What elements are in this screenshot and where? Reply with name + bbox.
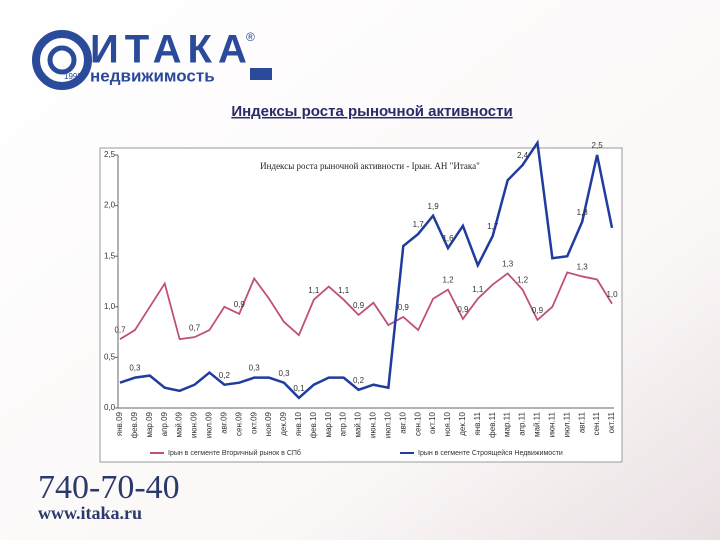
slide-title: Индексы роста рыночной активности: [231, 103, 512, 120]
x-tick-label: июн.09: [190, 411, 199, 438]
data-label: 2,4: [517, 151, 529, 160]
x-tick-label: окт.09: [249, 411, 258, 433]
chart-title: Индексы роста рыночной активности - Iрын…: [260, 161, 480, 171]
data-label: 0,9: [532, 306, 544, 315]
data-label: 0,1: [293, 384, 305, 393]
data-label: 0,2: [353, 376, 365, 385]
y-tick-label: 2,0: [104, 201, 116, 210]
x-tick-label: фев.10: [309, 411, 318, 438]
logo-bar: [250, 68, 272, 80]
x-tick-label: сен.10: [413, 411, 422, 436]
data-label: 1,1: [338, 286, 350, 295]
x-tick-label: фев.11: [488, 411, 497, 437]
data-label: 1,7: [413, 220, 425, 229]
x-tick-label: апр.11: [518, 411, 527, 435]
data-label: 0,2: [219, 371, 231, 380]
y-tick-label: 1,0: [104, 302, 116, 311]
data-label: 0,7: [189, 323, 201, 332]
x-tick-label: янв.10: [294, 411, 303, 436]
x-tick-label: май.10: [354, 411, 363, 437]
logo-swirl-inner: [47, 45, 77, 75]
data-label: 1,3: [577, 263, 589, 272]
data-label: 0,3: [129, 364, 141, 373]
data-label: 1,1: [472, 285, 484, 294]
chart-frame: [99, 147, 623, 463]
y-tick-label: 0,5: [104, 353, 116, 362]
data-label: 1,1: [308, 286, 320, 295]
data-label: 1,8: [577, 208, 589, 217]
x-tick-label: янв.09: [115, 411, 124, 436]
data-label: 0,9: [234, 300, 246, 309]
data-label: 0,3: [249, 364, 261, 373]
brand: ИТАКА: [90, 28, 253, 72]
legend-label: Iрын в сегменте Строящейся Недвижимости: [418, 449, 563, 457]
x-tick-label: мар.09: [145, 411, 154, 437]
data-label: 0,9: [353, 301, 365, 310]
data-label: 0,7: [114, 325, 126, 334]
phone: 740-70-40: [38, 469, 180, 506]
series-line: [119, 139, 614, 400]
data-label: 1,9: [428, 202, 440, 211]
data-label: 1,6: [442, 234, 454, 243]
x-tick-label: ноя.10: [443, 411, 452, 436]
x-tick-label: сен.11: [592, 411, 601, 435]
x-tick-label: мар.10: [324, 411, 333, 437]
x-tick-label: авг.11: [577, 411, 586, 433]
x-tick-label: май.11: [533, 411, 542, 436]
x-tick-label: апр.10: [339, 411, 348, 436]
brand-subtitle: недвижимость: [90, 66, 215, 85]
x-tick-label: сен.09: [234, 411, 243, 436]
data-label: 1,2: [517, 276, 529, 285]
x-tick-label: май.09: [175, 411, 184, 437]
x-tick-label: дек.10: [458, 411, 467, 435]
data-label: 0,9: [398, 303, 410, 312]
x-tick-label: апр.09: [160, 411, 169, 436]
x-tick-label: авг.10: [398, 411, 407, 433]
x-tick-label: мар.11: [503, 411, 512, 436]
x-tick-label: июл.10: [383, 411, 392, 438]
x-tick-label: ноя.09: [264, 411, 273, 436]
y-tick-label: 2,5: [104, 150, 116, 159]
x-tick-label: окт.10: [428, 411, 437, 433]
y-tick-label: 1,5: [104, 251, 116, 260]
x-tick-label: авг.09: [219, 411, 228, 433]
x-tick-label: окт.11: [607, 411, 616, 433]
x-tick-label: июл.11: [562, 411, 571, 437]
data-label: 0,9: [457, 305, 469, 314]
legend-label: Iрын в сегменте Вторичный рынок в СПб: [168, 449, 301, 457]
data-label: 1,0: [606, 290, 618, 299]
logo-swirl: [32, 30, 92, 90]
registered: ®: [246, 30, 255, 44]
logo: ИТАКА ® 1993 недвижимость: [32, 28, 272, 90]
data-label: 1,7: [487, 222, 499, 231]
website: www.itaka.ru: [38, 503, 142, 523]
year: 1993: [64, 72, 82, 81]
data-label: 0,3: [278, 369, 290, 378]
x-tick-label: июн.10: [369, 411, 378, 438]
data-label: 1,3: [502, 260, 514, 269]
data-label: 2,5: [592, 141, 604, 150]
series-line: [119, 271, 613, 341]
x-tick-label: фев.09: [130, 411, 139, 438]
x-tick-label: янв.11: [473, 411, 482, 435]
x-tick-label: июл.09: [205, 411, 214, 438]
x-tick-label: июн.11: [547, 411, 556, 437]
y-tick-label: 0,0: [104, 403, 116, 412]
x-tick-label: дек.09: [279, 411, 288, 435]
data-label: 1,2: [442, 276, 454, 285]
